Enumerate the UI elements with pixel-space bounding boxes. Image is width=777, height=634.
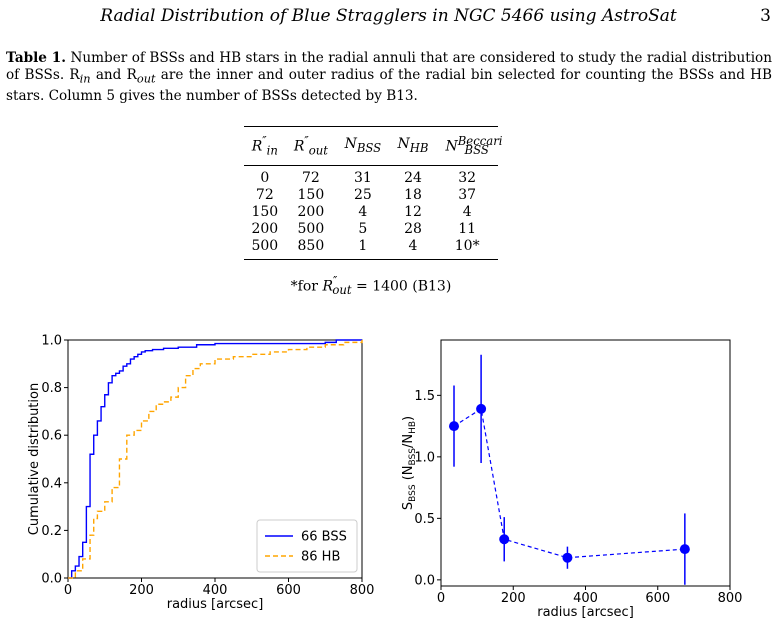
cell: 500	[297, 221, 325, 238]
legend-label: 66 BSS	[301, 530, 347, 545]
cell: 72	[255, 187, 274, 204]
y-tick-label: 0.2	[41, 524, 62, 539]
x-axis-label: radius [arcsec]	[167, 597, 264, 612]
table-row: 200 500 5 28 11	[244, 221, 498, 238]
data-table: R″in R″out NBSS NHB NBeccariBSS 0 72 31 24 3…	[244, 126, 503, 261]
y-axis-label: Cumulative distribution	[27, 383, 42, 535]
running-title: Radial Distribution of Blue Stragglers i…	[100, 6, 677, 26]
header-r-out: R″out	[285, 127, 337, 167]
caption-text-2: are the inner and outer radius of the ra…	[6, 67, 772, 104]
header-n-bss: NBSS	[336, 127, 390, 167]
x-tick-label: 800	[350, 583, 375, 598]
y-tick-label: 0.4	[41, 476, 62, 491]
caption-sub-in: in	[79, 71, 91, 86]
data-point	[499, 534, 510, 545]
cell: 10*	[454, 238, 480, 255]
cell: 4	[462, 204, 472, 221]
cell: 200	[251, 221, 279, 238]
cell: 72	[301, 170, 320, 187]
table-row: 500 850 1 4 10*	[244, 238, 498, 259]
y-tick-label: 0.0	[41, 572, 62, 587]
cell: 5	[358, 221, 368, 238]
table-header-row: R″in R″out NBSS NHB NBeccariBSS	[244, 127, 503, 167]
table-row: 72 150 25 18 37	[244, 187, 498, 204]
cell: 25	[353, 187, 372, 204]
x-tick-label: 600	[645, 591, 670, 606]
header-r-in: R″in	[244, 127, 286, 167]
caption-sub-out: out	[136, 71, 156, 86]
sbss-radial-chart: 0 200 400 600 800 0.0 0.5 1.0 1.5 radius [arcsec]…	[401, 339, 743, 620]
caption-label: Table 1.	[6, 50, 67, 66]
caption-text-1: Number of BSSs and HB stars in the radia…	[6, 50, 772, 83]
x-tick-label: 400	[203, 583, 228, 598]
cell: 12	[404, 204, 422, 221]
cell: 18	[404, 187, 422, 204]
x-tick-label: 0	[64, 583, 72, 598]
x-tick-label: 0	[437, 591, 445, 606]
running-head: Radial Distribution of Blue Stragglers i…	[0, 4, 777, 28]
x-axis-label: radius [arcsec]	[537, 605, 634, 620]
table-row: 0 72 31 24 32	[244, 166, 498, 188]
y-tick-label: 1.0	[41, 334, 62, 349]
header-n-hb: NHB	[389, 127, 437, 167]
cell: 24	[404, 170, 422, 187]
cell: 150	[297, 187, 325, 204]
cell: 200	[297, 204, 325, 221]
y-tick-label: 0.5	[414, 512, 435, 527]
y-tick-label: 0.0	[414, 573, 435, 588]
cell: 850	[297, 238, 325, 255]
cell: 31	[353, 170, 372, 187]
x-tick-label: 600	[276, 583, 301, 598]
cell: 28	[404, 221, 422, 238]
y-tick-label: 1.0	[414, 450, 435, 465]
x-tick-label: 200	[501, 591, 526, 606]
y-tick-label: 0.8	[41, 381, 62, 396]
y-tick-label: 1.5	[414, 389, 435, 404]
data-point	[562, 552, 573, 563]
legend-box	[256, 519, 358, 573]
cell: 11	[458, 221, 477, 238]
legend-label: 86 HB	[301, 550, 340, 565]
cumulative-distribution-chart: 0 200 400 600 800 0.0 0.2 0.4 0.6 0.8 1.0 radius [a…	[27, 334, 375, 613]
cell: 150	[251, 204, 279, 221]
table-footnote: *for R″out = 1400 (B13)	[290, 274, 452, 298]
y-axis-label: SBSS (NBSS/NHB)	[401, 416, 418, 510]
data-point	[476, 403, 487, 414]
sbss-connecting-line	[453, 407, 685, 559]
data-point	[679, 544, 690, 555]
table-caption: Table 1. Number of BSSs and HB stars in …	[6, 50, 772, 105]
x-tick-label: 400	[573, 591, 598, 606]
cell: 4	[358, 204, 368, 221]
x-tick-label: 200	[129, 583, 154, 598]
cell: 32	[458, 170, 477, 187]
cell: 0	[260, 170, 270, 187]
x-tick-label: 800	[718, 591, 743, 606]
bss-cumulative-line	[68, 339, 362, 579]
cell: 500	[251, 238, 279, 255]
cell: 4	[408, 238, 418, 255]
table-row: 150 200 4 12 4	[244, 204, 498, 221]
cell: 1	[358, 238, 368, 255]
header-n-bss-beccari: NBeccariBSS	[436, 127, 503, 167]
data-point	[449, 421, 460, 432]
cell: 37	[458, 187, 477, 204]
page-number: 3	[760, 6, 771, 26]
hb-cumulative-line	[68, 340, 363, 579]
y-tick-label: 0.6	[41, 429, 62, 444]
caption-and: and R	[90, 67, 137, 83]
